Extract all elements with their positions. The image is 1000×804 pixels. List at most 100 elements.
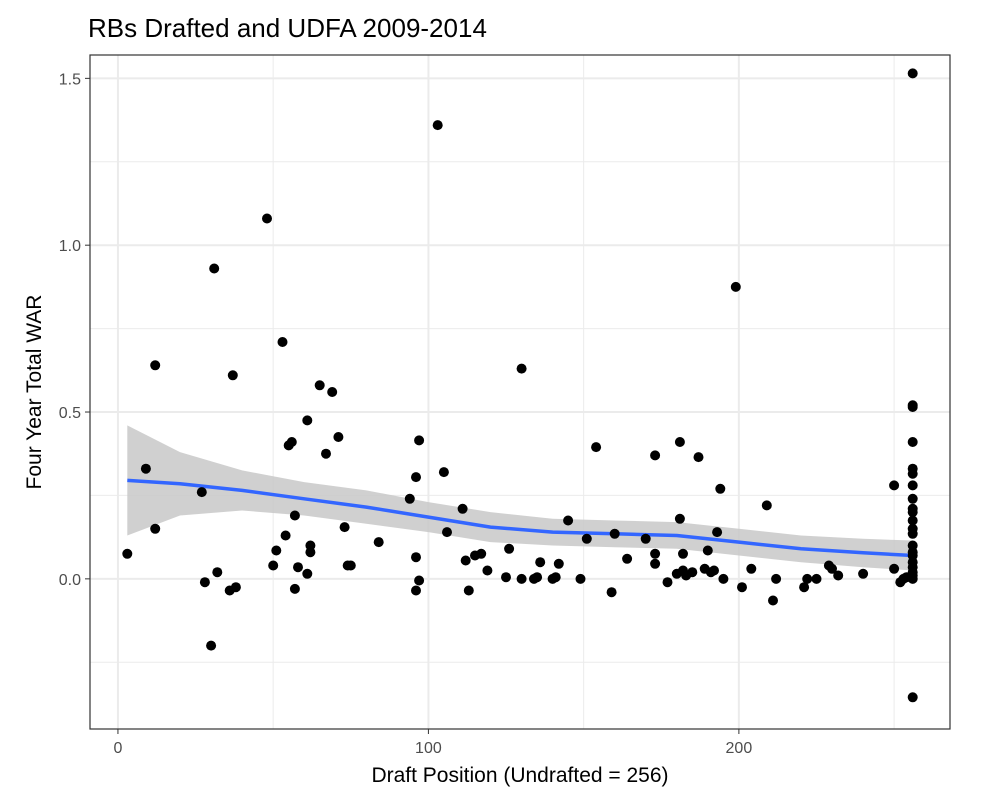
data-point [606,587,617,598]
data-point [640,533,651,544]
chart-title: RBs Drafted and UDFA 2009-2014 [88,13,487,43]
data-point [504,543,515,554]
data-point [827,563,837,574]
y-axis-title: Four Year Total WAR [23,295,46,490]
data-point [280,530,291,541]
data-point [674,513,685,524]
data-point [709,565,719,576]
smooth-line [127,478,913,558]
data-point [411,552,421,563]
data-point [289,583,300,594]
data-point [314,380,325,391]
data-point [907,493,918,504]
data-point [799,582,810,593]
data-point [333,432,344,442]
data-point [737,582,747,593]
data-point [327,387,338,397]
data-point [702,545,713,556]
data-point [305,547,316,558]
data-point [302,415,313,426]
data-point [693,452,704,463]
data-point [563,515,574,526]
data-point [907,468,918,479]
data-point [591,442,602,453]
data-point [516,363,527,374]
data-point [411,585,421,596]
panel-border [89,54,951,730]
data-point [687,567,698,578]
major-gridlines [90,55,950,729]
data-point [150,360,161,371]
data-point [501,572,511,583]
data-point [907,68,918,79]
data-point [230,582,241,593]
data-point [761,500,772,511]
data-point [535,557,546,568]
data-point [550,572,561,583]
data-point [199,577,210,588]
data-point [889,480,900,491]
data-point [889,563,900,574]
plot-panel [89,54,951,730]
data-point [771,573,782,584]
data-point [262,213,272,224]
data-point [581,533,592,544]
data-point [206,640,217,651]
data-point [438,467,449,478]
data-point [227,370,238,381]
data-point [289,510,300,521]
data-point [609,528,620,539]
data-point [833,570,844,581]
data-point [457,503,468,514]
data-point [482,565,493,576]
data-point [302,568,313,579]
y-tick-label: 1.0 [59,238,81,255]
x-tick-label: 100 [415,740,442,757]
data-point [811,573,822,584]
data-point [516,573,527,584]
x-tick-label: 0 [113,740,122,757]
data-point [293,562,303,573]
data-point [150,523,161,534]
x-axis: 0 100 200 [113,729,752,757]
data-point [712,527,723,538]
data-points [122,68,918,703]
data-point [622,553,633,564]
data-point [460,555,471,566]
y-tick-label: 1.5 [59,71,81,88]
data-point [476,548,487,559]
data-point [122,548,133,559]
y-axis: 0.0 0.5 1.0 1.5 [59,71,90,589]
data-point [650,450,661,461]
data-point [662,577,673,588]
data-point [339,522,350,533]
data-point [907,573,918,584]
data-point [271,545,282,556]
data-point [553,558,564,569]
data-point [715,483,726,494]
panel-background [90,55,950,729]
data-point [463,585,474,596]
y-tick-label: 0.5 [59,405,81,422]
data-point [575,573,586,584]
data-point [746,563,757,574]
data-point [209,263,220,274]
data-point [196,487,207,498]
data-point [907,402,918,412]
data-point [212,567,223,578]
data-point [277,337,288,347]
data-point [858,568,869,579]
data-point [268,560,279,571]
data-point [650,558,661,569]
data-point [321,448,331,459]
data-point [730,281,741,292]
data-point [373,537,384,548]
data-point [802,573,813,584]
data-point [442,527,452,538]
data-point [404,493,415,504]
data-point [345,560,356,571]
data-point [718,573,729,584]
data-point [907,507,918,518]
data-point [414,435,425,446]
x-axis-title: Draft Position (Undrafted = 256) [371,764,668,787]
